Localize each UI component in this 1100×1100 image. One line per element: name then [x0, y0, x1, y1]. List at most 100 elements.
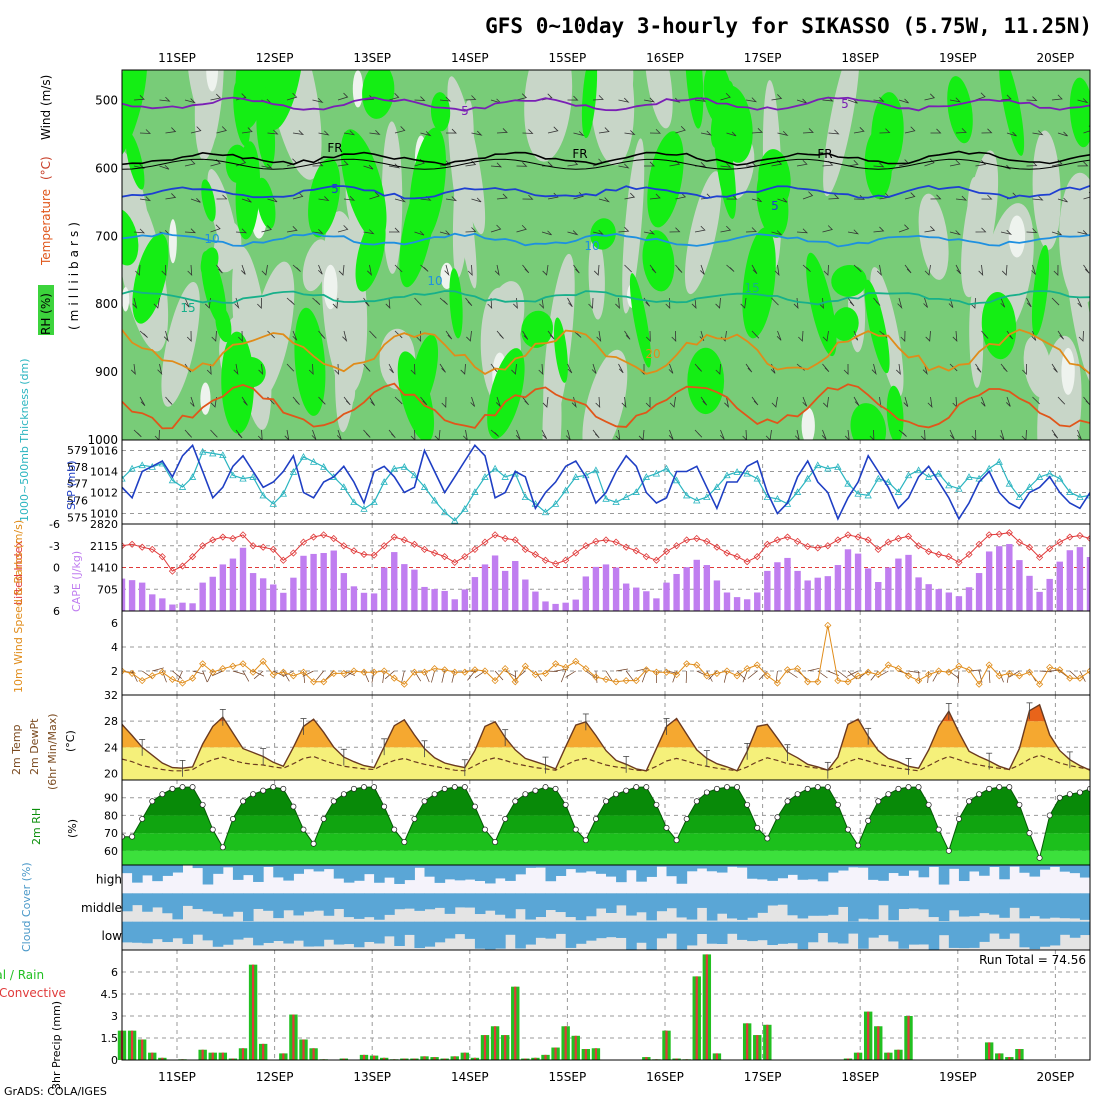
cloud-cell: [202, 893, 214, 912]
wind-barb: [445, 128, 457, 134]
rh-point: [845, 826, 851, 833]
precip-convective-bar: [130, 1030, 134, 1060]
wind-barb: [847, 160, 859, 167]
cloud-cell: [767, 893, 778, 906]
rh-point: [310, 840, 317, 847]
rh-point: [522, 791, 529, 798]
wind-barb: [325, 670, 335, 680]
li-point: [148, 545, 156, 553]
contour-label: FR: [572, 147, 587, 161]
cloud-cell: [716, 921, 728, 944]
cape-bar: [663, 582, 670, 611]
thickness-point: [249, 473, 257, 480]
li-point: [330, 534, 338, 543]
wind-barb: [573, 264, 580, 274]
cape-bar: [925, 584, 932, 611]
li-point: [824, 542, 832, 550]
pressure-tick: 1000: [87, 433, 118, 447]
wind-barb: [394, 264, 403, 273]
wind-speed-point: [1056, 666, 1064, 674]
rh-tick: 80: [104, 809, 118, 822]
date-label: 17SEP: [744, 1070, 782, 1084]
wind-barb: [238, 330, 243, 342]
thickness-point: [652, 469, 661, 477]
wind-barb: [202, 670, 208, 683]
wind-barb: [133, 228, 146, 234]
cloud-cell: [827, 865, 839, 873]
li-point: [743, 558, 751, 566]
wind-barb: [542, 396, 549, 408]
rh-point: [290, 803, 297, 810]
rh-point: [1046, 812, 1053, 819]
li-point: [461, 553, 469, 561]
rh-point: [542, 784, 549, 791]
wind-barb: [952, 330, 958, 343]
wind-barb: [871, 363, 877, 376]
wind-barb: [186, 330, 192, 342]
cape-bar: [723, 592, 731, 611]
li-point: [350, 547, 358, 555]
cloud-cell: [293, 921, 304, 941]
rh-point: [1036, 854, 1043, 861]
cloud-cell: [1009, 921, 1020, 934]
very-dry-region: [200, 382, 211, 415]
cloud-cell: [1069, 921, 1081, 938]
li-point: [521, 545, 529, 553]
wind-barb: [471, 130, 483, 136]
wind-barb: [715, 297, 721, 309]
wind-barb: [605, 670, 613, 682]
wind-barb: [337, 160, 349, 167]
contour-label: FR: [817, 147, 832, 161]
cape-bar: [885, 567, 892, 611]
li-point: [844, 531, 852, 539]
precip-convective-bar: [201, 1049, 204, 1060]
cloud-cell: [132, 893, 143, 906]
cloud-cell: [898, 893, 909, 910]
wind-barb: [252, 670, 265, 677]
precip-convective-bar: [856, 1052, 860, 1060]
wind-barb: [539, 297, 545, 310]
wind-barb: [216, 126, 227, 134]
wind-barb: [511, 363, 517, 375]
moist-region: [1069, 77, 1090, 148]
wind-barb: [505, 670, 516, 677]
cloud-cell: [797, 893, 809, 919]
temp-marks: [122, 702, 1090, 780]
contour-label: 5: [841, 97, 849, 111]
wind-barb: [720, 92, 731, 101]
thickness-point: [834, 463, 842, 470]
cloud-cell: [404, 921, 415, 935]
wind-barb: [1000, 94, 1012, 101]
li-tick: -6: [49, 518, 60, 531]
wind-barb: [388, 363, 394, 374]
wind-barb: [165, 193, 177, 200]
thickness-point: [814, 461, 822, 469]
thickness-point: [561, 486, 570, 494]
wind-speed-point: [642, 666, 650, 674]
very-dry-region: [122, 287, 130, 312]
cape-bar: [673, 573, 680, 611]
wind-speed-point: [239, 660, 247, 668]
cloud-cell: [162, 893, 173, 914]
isotherm--5: [122, 96, 1090, 112]
wind-barb: [802, 128, 814, 134]
cloud-cell: [706, 893, 718, 921]
precip-convective-bar: [342, 1058, 345, 1060]
li-point: [1005, 529, 1013, 537]
cloud-cell: [858, 893, 869, 919]
wind-barb: [312, 97, 324, 103]
thickness-point: [1076, 493, 1084, 501]
wind-barb: [978, 670, 983, 683]
wind-barb: [822, 363, 830, 372]
cloud-cell: [585, 893, 597, 917]
wind-speed-point: [562, 663, 570, 671]
wind-speed-point: [713, 669, 721, 677]
wind-barb: [1078, 330, 1084, 342]
cloud-cell: [565, 893, 577, 918]
cape-bar: [249, 573, 257, 611]
cloud-cell: [666, 865, 678, 877]
cloud-cell: [837, 921, 849, 944]
cloud-cell: [797, 865, 809, 880]
wind-barb: [206, 363, 212, 376]
p4-ylabels: 10m Wind Speed & Barbs (m/s): [12, 520, 25, 693]
